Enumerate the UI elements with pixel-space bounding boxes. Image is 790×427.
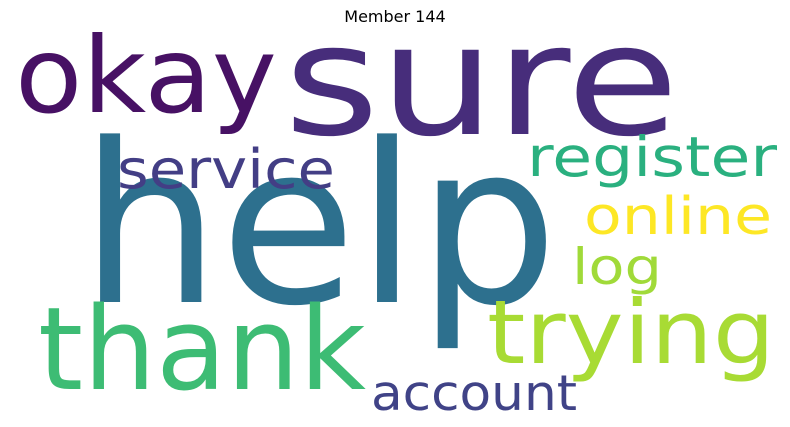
word-account: account <box>371 365 577 422</box>
word-okay: okay <box>15 15 277 137</box>
word-thank: thank <box>38 283 366 417</box>
word-register: register <box>527 125 777 189</box>
word-trying: trying <box>487 281 775 384</box>
word-service: service <box>117 138 335 201</box>
word-help: help <box>80 97 558 355</box>
figure-title: Member 144 <box>344 7 446 26</box>
word-online: online <box>584 187 772 247</box>
word-sure: sure <box>284 0 679 171</box>
word-log: log <box>572 238 662 296</box>
